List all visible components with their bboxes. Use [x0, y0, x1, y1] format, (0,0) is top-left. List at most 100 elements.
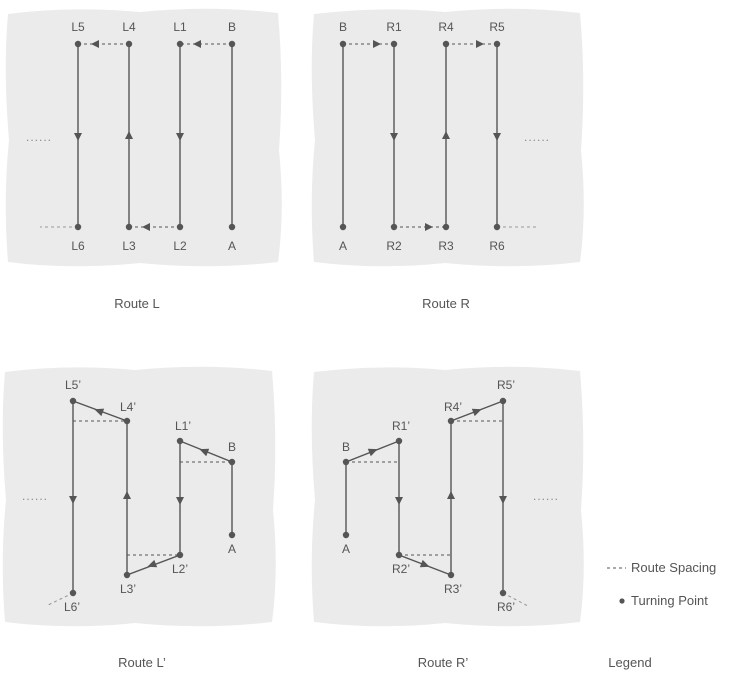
caption-route-r: Route R	[422, 296, 470, 311]
arrow-icon	[94, 408, 105, 417]
point-label-l2: L2	[173, 239, 187, 253]
point-label-l5: L5’	[65, 378, 81, 392]
turning-point	[69, 397, 77, 405]
panel-route-r-prime: R5’ R4’ R1’ B A R2’ R3’ R6’ ......	[311, 366, 584, 627]
arrow-up-icon	[442, 131, 450, 139]
ellipsis: ......	[533, 489, 559, 503]
caption-legend: Legend	[608, 655, 651, 670]
turning-point	[339, 40, 347, 48]
turning-point	[499, 589, 507, 597]
ellipsis: ......	[22, 489, 48, 503]
turning-point	[342, 458, 350, 466]
connector-r6-continue	[502, 592, 529, 607]
turning-point	[493, 40, 501, 48]
arrow-down-icon	[74, 133, 82, 141]
panel-background	[311, 366, 584, 627]
arrow-up-icon	[125, 131, 133, 139]
turning-point	[74, 223, 82, 231]
point-label-b: B	[339, 20, 347, 34]
caption-route-r-prime: Route R’	[418, 655, 469, 670]
caption-route-l: Route L	[114, 296, 160, 311]
turning-point	[442, 40, 450, 48]
turning-point	[499, 397, 507, 405]
point-label-b: B	[342, 440, 350, 454]
point-label-r1: R1’	[392, 419, 410, 433]
point-label-a: A	[342, 542, 350, 556]
ellipsis: ......	[524, 130, 550, 144]
point-label-r2: R2’	[392, 562, 410, 576]
arrow-icon	[471, 408, 482, 417]
turning-point	[493, 223, 501, 231]
arrow-icon	[367, 448, 378, 457]
arrow-right-icon	[373, 40, 381, 48]
turning-point	[176, 437, 184, 445]
point-label-a: A	[228, 542, 236, 556]
point-label-r2: R2	[386, 239, 402, 253]
turning-point	[176, 40, 184, 48]
point-label-r5: R5	[489, 20, 505, 34]
turning-point	[69, 589, 77, 597]
turning-point	[342, 531, 350, 539]
arrow-down-icon	[390, 133, 398, 141]
arrow-icon	[199, 448, 210, 457]
turning-point	[228, 531, 236, 539]
panel-background	[5, 8, 282, 267]
point-label-r1: R1	[386, 20, 402, 34]
point-label-l4: L4’	[120, 400, 136, 414]
point-label-r4: R4	[438, 20, 454, 34]
turning-point	[442, 223, 450, 231]
legend: Route Spacing Turning Point	[607, 560, 716, 608]
turning-point	[390, 223, 398, 231]
turning-point	[228, 223, 236, 231]
point-label-r3: R3’	[444, 582, 462, 596]
point-label-l3: L3’	[120, 582, 136, 596]
turning-point	[395, 437, 403, 445]
arrow-icon	[419, 559, 430, 568]
caption-route-l-prime: Route L’	[118, 655, 166, 670]
arrow-up-icon	[123, 491, 131, 499]
turning-point	[228, 458, 236, 466]
panel-route-l: L5 L4 L1 B L6 L3 L2 A ......	[5, 8, 282, 267]
point-label-l4: L4	[122, 20, 136, 34]
legend-turning-point-swatch	[619, 598, 625, 604]
ellipsis: ......	[26, 130, 52, 144]
arrow-down-icon	[395, 497, 403, 505]
point-label-l5: L5	[71, 20, 85, 34]
turning-point	[447, 571, 455, 579]
panel-route-r: B R1 R4 R5 A R2 R3 R6 ......	[311, 8, 584, 267]
connector-l6-continue	[45, 592, 74, 607]
point-label-l3: L3	[122, 239, 136, 253]
turning-point	[125, 40, 133, 48]
turning-point	[447, 417, 455, 425]
arrow-icon	[147, 559, 158, 568]
arrow-left-icon	[142, 223, 150, 231]
arrow-down-icon	[176, 133, 184, 141]
turning-point	[395, 551, 403, 559]
point-label-r6: R6	[489, 239, 505, 253]
point-label-b: B	[228, 440, 236, 454]
arrow-left-icon	[91, 40, 99, 48]
point-label-r5: R5’	[497, 378, 515, 392]
arrow-right-icon	[476, 40, 484, 48]
arrow-right-icon	[425, 223, 433, 231]
arrow-down-icon	[69, 496, 77, 504]
turning-point	[228, 40, 236, 48]
point-label-l6: L6’	[64, 600, 80, 614]
arrow-down-icon	[176, 497, 184, 505]
turning-point	[123, 571, 131, 579]
panel-route-l-prime: L5’ L4’ L1’ B A L2’ L3’ L6’ ......	[2, 366, 276, 627]
turning-point	[123, 417, 131, 425]
point-label-a: A	[228, 239, 236, 253]
legend-route-spacing-label: Route Spacing	[631, 560, 716, 575]
point-label-l1: L1’	[175, 419, 191, 433]
arrow-left-icon	[193, 40, 201, 48]
point-label-l6: L6	[71, 239, 85, 253]
legend-turning-point-label: Turning Point	[631, 593, 708, 608]
arrow-down-icon	[493, 133, 501, 141]
turning-point	[176, 551, 184, 559]
point-label-r4: R4’	[444, 400, 462, 414]
turning-point	[339, 223, 347, 231]
turning-point	[390, 40, 398, 48]
arrow-down-icon	[499, 496, 507, 504]
